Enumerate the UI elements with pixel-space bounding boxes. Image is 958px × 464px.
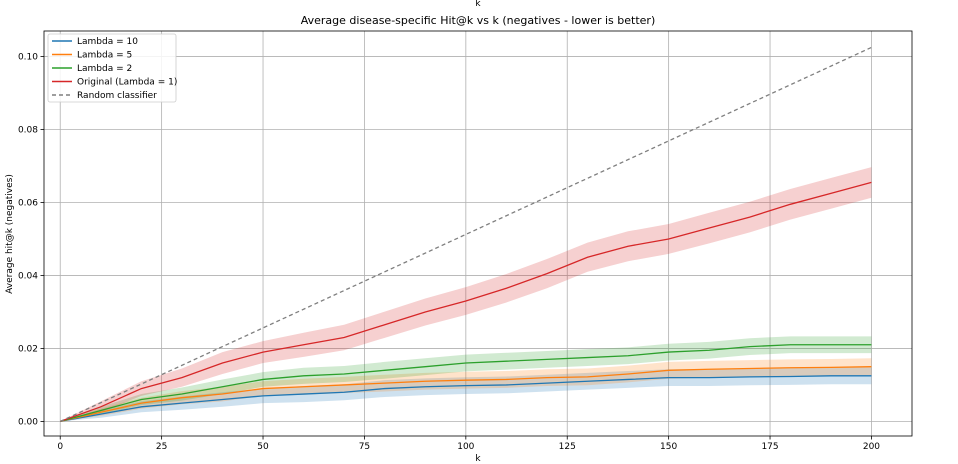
y-tick-label: 0.06 xyxy=(18,198,38,208)
legend-label-random-classifier: Random classifier xyxy=(77,91,157,101)
band-lambda-2 xyxy=(60,336,872,422)
x-axis-label: k xyxy=(475,454,481,464)
y-tick-label: 0.10 xyxy=(18,53,38,63)
legend-label-original-lambda-1: Original (Lambda = 1) xyxy=(77,78,177,88)
x-tick-label: 125 xyxy=(559,442,576,452)
grid-lines xyxy=(44,31,912,436)
band-original-lambda-1 xyxy=(60,167,872,422)
band-lambda-5 xyxy=(60,358,872,422)
line-random-classifier xyxy=(59,46,872,422)
legend-label-lambda-5: Lambda = 5 xyxy=(77,51,132,61)
x-tick-label: 150 xyxy=(660,442,677,452)
plot-frame xyxy=(43,30,913,437)
x-tick-label: 0 xyxy=(57,442,63,452)
confidence-bands xyxy=(60,167,872,422)
x-tick-label: 25 xyxy=(156,442,167,452)
y-tick-label: 0.00 xyxy=(18,417,38,427)
series-lines xyxy=(59,46,872,423)
line-original-lambda-1 xyxy=(60,181,872,423)
line-lambda-10 xyxy=(60,375,872,423)
x-tick-label: 75 xyxy=(359,442,370,452)
x-tick-label: 50 xyxy=(257,442,269,452)
band-lambda-10 xyxy=(60,367,872,422)
legend: Lambda = 10 Lambda = 5 Lambda = 2 Original … xyxy=(47,33,177,103)
y-tick-label: 0.04 xyxy=(18,271,38,281)
legend-label-lambda-10: Lambda = 10 xyxy=(77,37,138,47)
legend-box xyxy=(47,33,177,103)
y-tick-label: 0.08 xyxy=(18,126,38,136)
y-axis-label: Average hit@k (negatives) xyxy=(5,174,15,294)
chart-title: Average disease-specific Hit@k vs k (neg… xyxy=(301,14,656,27)
line-lambda-5 xyxy=(60,366,872,423)
line-lambda-2 xyxy=(60,344,872,423)
y-tick-label: 0.02 xyxy=(18,344,38,354)
top-axis-label: k xyxy=(475,0,481,9)
x-axis-ticks: 0 25 50 75 100 125 150 175 200 xyxy=(57,436,880,452)
x-tick-label: 100 xyxy=(457,442,474,452)
y-axis-ticks: 0.00 0.02 0.04 0.06 0.08 0.10 xyxy=(18,53,44,427)
x-tick-label: 200 xyxy=(863,442,880,452)
x-tick-label: 175 xyxy=(761,442,778,452)
legend-label-lambda-2: Lambda = 2 xyxy=(77,64,132,74)
